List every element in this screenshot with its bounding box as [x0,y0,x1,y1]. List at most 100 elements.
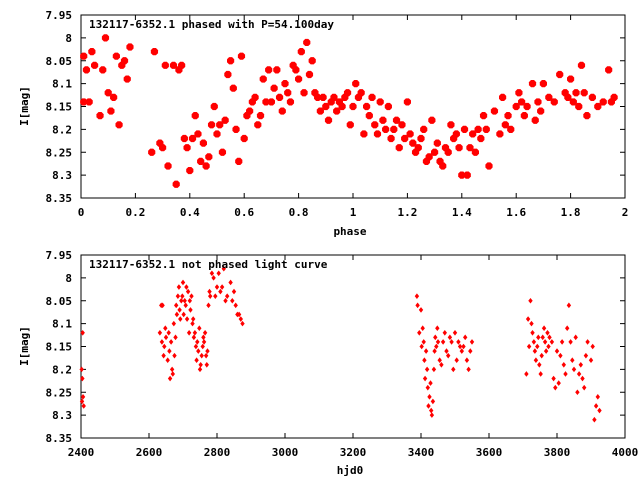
phased-data-point [580,89,588,97]
phased-data-point [414,144,422,152]
phased-data-point [452,130,460,138]
phased-data-point [352,80,360,88]
unphased-data-point [435,339,441,345]
phased-data-point [246,107,254,115]
unphased-data-point [194,357,199,364]
phased-data-point [447,121,455,129]
phased-data-point [482,125,490,133]
phased-data-point [278,107,286,115]
unphased-data-point [457,343,463,350]
unphased-data-point [195,339,200,345]
unphased-data-point [160,302,165,309]
phased-x-tick-label: 1.8 [561,206,581,219]
unphased-data-point [169,366,175,373]
unphased-data-point [452,329,458,336]
phased-data-point [224,70,232,79]
unphased-data-point [533,357,539,364]
phased-y-tick-label: 8.15 [46,101,73,114]
unphased-data-point [540,334,545,341]
phased-data-point [101,34,110,42]
unphased-y-tick-label: 8.15 [46,341,73,354]
unphased-data-point [428,380,433,386]
unphased-data-point [182,297,187,304]
phased-y-tick-label: 8.2 [52,123,72,136]
phased-data-point [528,80,537,88]
unphased-data-point [463,334,468,341]
unphased-data-point [568,339,573,345]
phased-data-point [297,48,305,56]
unphased-data-point [187,297,192,304]
unphased-data-point [563,371,568,377]
unphased-x-tick-label: 4000 [612,446,639,459]
unphased-data-point [186,329,192,336]
unphased-data-point [203,352,209,359]
unphased-data-point [177,307,182,313]
phased-data-point [387,134,395,143]
unphased-y-tick-label: 8.05 [46,295,73,308]
phased-data-point [316,107,324,115]
phased-data-point [471,148,479,156]
phased-data-point [80,52,88,60]
unphased-data-point [461,343,466,350]
unphased-data-point [561,362,566,368]
phased-data-point [360,130,368,138]
phased-x-axis-label: phase [333,225,366,238]
phased-data-point [363,102,371,111]
unphased-data-point [449,339,454,345]
phased-data-point [550,98,558,106]
unphased-y-tick-label: 8.1 [52,318,72,331]
phased-data-point [314,93,322,101]
phased-data-point [460,125,469,133]
phased-data-point [384,102,392,111]
unphased-data-point [576,371,582,377]
unphased-data-point [183,302,188,309]
phased-data-point [398,121,406,129]
phased-data-point [531,116,539,124]
unphased-data-point [188,307,193,313]
unphased-data-point [223,297,228,304]
unphased-data-point [440,339,446,345]
unphased-data-point [583,352,589,359]
unphased-data-point [421,339,426,345]
phased-x-tick-label: 1.6 [506,206,526,219]
unphased-data-point [176,284,182,290]
phased-data-point [286,98,295,106]
phased-data-point [259,75,267,83]
unphased-data-point [585,339,590,345]
phased-data-point [205,153,213,161]
unphased-data-point [191,316,196,322]
phased-data-point [572,89,580,97]
unphased-data-point [180,293,185,299]
phased-data-point [197,157,205,165]
unphased-data-point [174,311,180,318]
phased-data-point [395,144,403,152]
phased-data-point [349,102,357,111]
unphased-data-point [171,320,177,327]
unphased-data-point [197,366,203,373]
unphased-data-point [167,348,172,354]
unphased-data-point [469,339,475,345]
unphased-data-point [524,371,529,377]
unphased-data-point [427,394,432,400]
phased-data-point [270,84,278,92]
phased-data-point [534,98,542,106]
unphased-data-point [433,334,438,341]
unphased-data-point [542,339,548,345]
phased-data-point [191,112,199,120]
phased-x-tick-label: 2 [622,206,629,219]
unphased-data-point [592,416,597,423]
unphased-data-point [425,384,430,391]
phased-data-point [545,93,553,101]
unphased-data-point [547,334,552,341]
phased-data-point [539,80,547,88]
unphased-data-point [426,403,431,409]
unphased-data-point [447,334,453,341]
phased-data-point [333,107,341,115]
phased-x-tick-label: 1.4 [452,206,472,219]
unphased-data-point [539,352,544,359]
phased-data-point [123,75,131,83]
unphased-data-point [575,389,580,396]
unphased-y-tick-label: 8.3 [52,409,72,422]
unphased-data-point [225,293,230,299]
